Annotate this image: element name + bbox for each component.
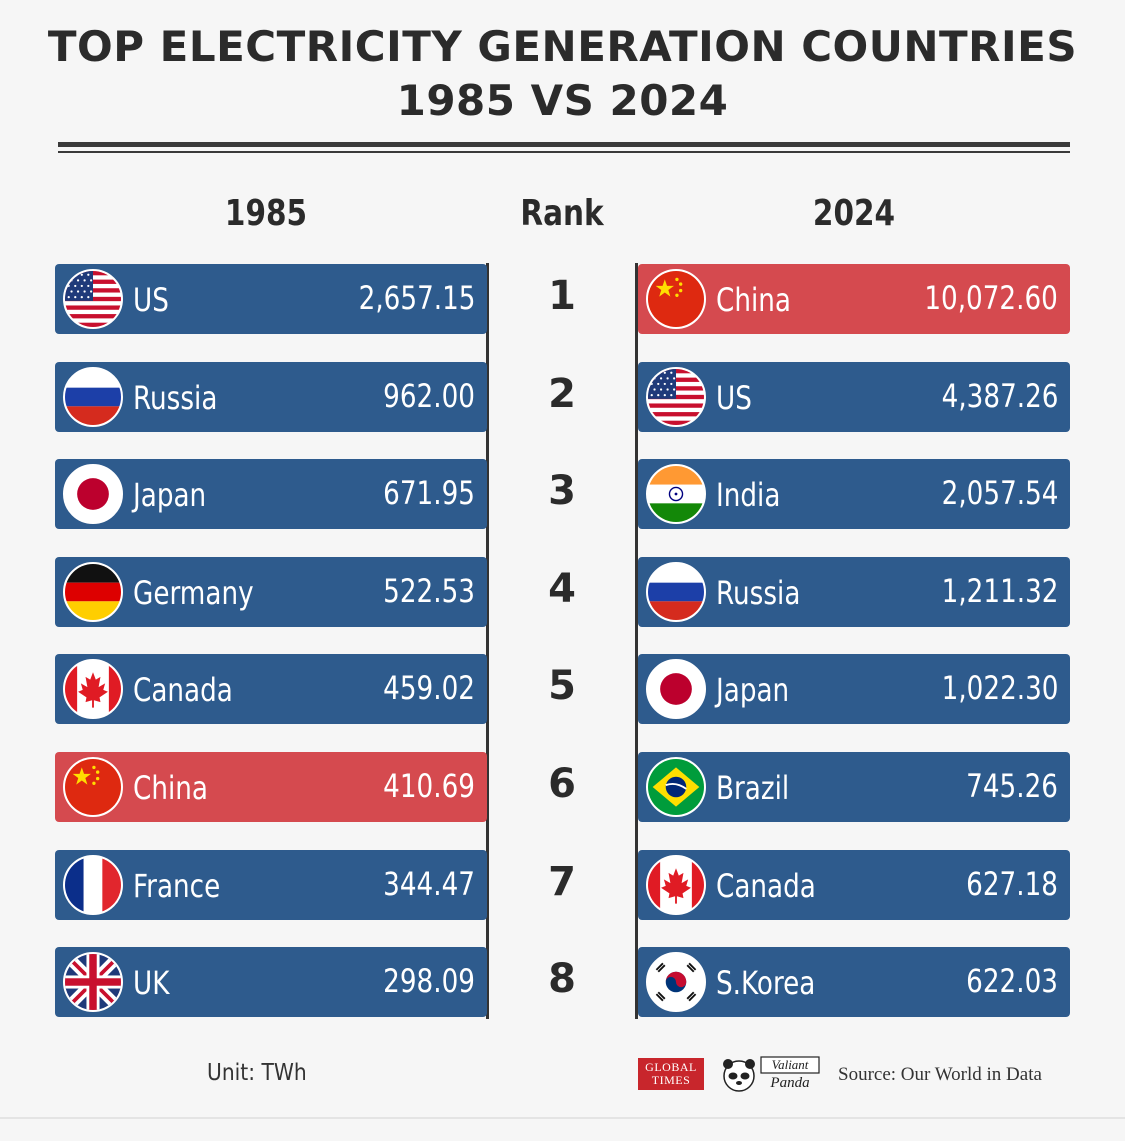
- bar-y2024-canada: Canada 627.18: [638, 850, 1070, 920]
- svg-text:Valiant: Valiant: [772, 1057, 809, 1072]
- title-line-2: 1985 VS 2024: [396, 76, 729, 125]
- source-label: Source: Our World in Data: [838, 1064, 1042, 1085]
- japan-flag-icon: [63, 464, 123, 524]
- header-1985: 1985: [224, 193, 308, 234]
- rank-number: 7: [548, 859, 576, 905]
- country-label: US: [716, 379, 752, 417]
- value-label: 745.26: [966, 767, 1058, 805]
- country-label: US: [133, 281, 169, 319]
- title-rule-thick: [58, 142, 1070, 147]
- value-label: 344.47: [383, 865, 475, 903]
- value-label: 522.53: [383, 572, 475, 610]
- bar-y1985-china: China 410.69: [55, 752, 487, 822]
- france-flag-icon: [63, 855, 123, 915]
- china-flag-icon: [63, 757, 123, 817]
- bar-y1985-uk: UK 298.09: [55, 947, 487, 1017]
- bar-y2024-china: China 10,072.60: [638, 264, 1070, 334]
- russia-flag-icon: [63, 367, 123, 427]
- divider-right: [635, 263, 638, 1019]
- us-flag-icon: [63, 269, 123, 329]
- country-label: Canada: [133, 671, 233, 709]
- title-rule-thin: [58, 151, 1070, 153]
- country-label: China: [133, 769, 208, 807]
- value-label: 1,022.30: [941, 669, 1058, 707]
- value-label: 4,387.26: [941, 377, 1058, 415]
- title-line-1: TOP ELECTRICITY GENERATION COUNTRIES: [47, 22, 1078, 71]
- bar-y1985-us: US 2,657.15: [55, 264, 487, 334]
- bar-y2024-japan: Japan 1,022.30: [638, 654, 1070, 724]
- russia-flag-icon: [646, 562, 706, 622]
- bar-y2024-s-korea: S.Korea 622.03: [638, 947, 1070, 1017]
- bar-y1985-japan: Japan 671.95: [55, 459, 487, 529]
- bar-y2024-india: India 2,057.54: [638, 459, 1070, 529]
- country-label: Canada: [716, 867, 816, 905]
- bar-y2024-brazil: Brazil 745.26: [638, 752, 1070, 822]
- svg-text:Panda: Panda: [769, 1075, 809, 1091]
- country-label: India: [716, 476, 781, 514]
- country-label: Russia: [716, 574, 801, 612]
- country-label: Japan: [133, 476, 207, 514]
- bar-y1985-france: France 344.47: [55, 850, 487, 920]
- rank-number: 1: [548, 273, 576, 319]
- value-label: 1,211.32: [941, 572, 1058, 610]
- value-label: 622.03: [966, 962, 1058, 1000]
- canada-flag-icon: [646, 855, 706, 915]
- bar-y1985-germany: Germany 522.53: [55, 557, 487, 627]
- value-label: 298.09: [383, 962, 475, 1000]
- china-flag-icon: [646, 269, 706, 329]
- uk-flag-icon: [63, 952, 123, 1012]
- value-label: 410.69: [383, 767, 475, 805]
- global-times-logo: GLOBAL TIMES: [638, 1058, 704, 1090]
- bar-y1985-canada: Canada 459.02: [55, 654, 487, 724]
- bar-y2024-russia: Russia 1,211.32: [638, 557, 1070, 627]
- us-flag-icon: [646, 367, 706, 427]
- rank-number: 5: [548, 663, 576, 709]
- country-label: UK: [133, 964, 170, 1002]
- japan-flag-icon: [646, 659, 706, 719]
- value-label: 962.00: [383, 377, 475, 415]
- value-label: 10,072.60: [924, 279, 1058, 317]
- rank-number: 8: [548, 956, 576, 1002]
- value-label: 2,657.15: [358, 279, 475, 317]
- country-label: Brazil: [716, 769, 790, 807]
- country-label: France: [133, 867, 221, 905]
- india-flag-icon: [646, 464, 706, 524]
- country-label: China: [716, 281, 791, 319]
- rank-number: 4: [548, 566, 576, 612]
- value-label: 2,057.54: [941, 474, 1058, 512]
- header-2024: 2024: [812, 193, 896, 234]
- bar-y2024-us: US 4,387.26: [638, 362, 1070, 432]
- country-label: S.Korea: [716, 964, 816, 1002]
- valiant-panda-logo: Valiant Panda: [721, 1054, 821, 1094]
- country-label: Japan: [716, 671, 790, 709]
- germany-flag-icon: [63, 562, 123, 622]
- value-label: 459.02: [383, 669, 475, 707]
- bottom-divider: [0, 1117, 1125, 1119]
- header-rank: Rank: [520, 193, 604, 234]
- unit-label: Unit: TWh: [207, 1060, 307, 1086]
- value-label: 627.18: [966, 865, 1058, 903]
- country-label: Germany: [133, 574, 254, 612]
- rank-number: 2: [548, 371, 576, 417]
- value-label: 671.95: [383, 474, 475, 512]
- divider-left: [486, 263, 489, 1019]
- country-label: Russia: [133, 379, 218, 417]
- rank-number: 6: [548, 761, 576, 807]
- canada-flag-icon: [63, 659, 123, 719]
- page-title: TOP ELECTRICITY GENERATION COUNTRIES 198…: [0, 20, 1125, 128]
- rank-number: 3: [548, 468, 576, 514]
- brazil-flag-icon: [646, 757, 706, 817]
- bar-y1985-russia: Russia 962.00: [55, 362, 487, 432]
- south-korea-flag-icon: [646, 952, 706, 1012]
